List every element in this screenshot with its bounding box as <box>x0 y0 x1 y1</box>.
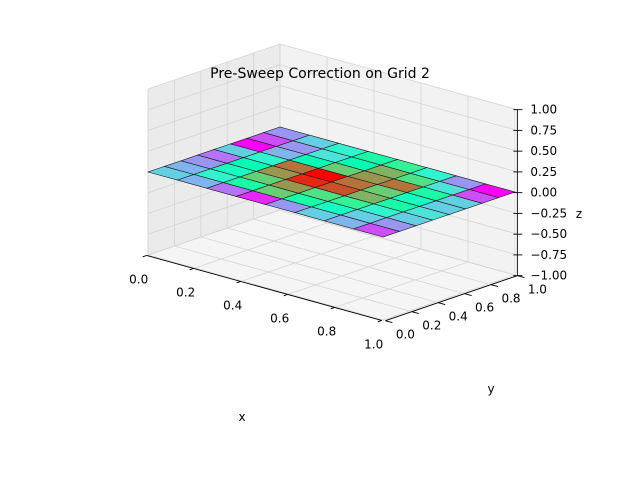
y-tick-label: 0.0 <box>396 328 415 342</box>
chart-title: Pre-Sweep Correction on Grid 2 <box>210 66 430 82</box>
z-tick-label: 0.75 <box>530 123 557 137</box>
y-tick <box>411 311 419 315</box>
z-tick-label: −0.25 <box>530 206 567 220</box>
x-tick <box>330 307 335 310</box>
grid-line-z <box>147 105 516 172</box>
floor-pane <box>148 210 515 320</box>
x-tick-label: 0.2 <box>176 285 195 299</box>
surface <box>146 126 517 238</box>
x-tick <box>377 320 382 323</box>
z-tick-label: −0.75 <box>530 248 567 262</box>
z-tick-label: 1.00 <box>530 103 557 117</box>
z-tick-label: −0.50 <box>530 227 567 241</box>
y-tick <box>464 293 472 297</box>
z-tick-label: 0.00 <box>530 186 557 200</box>
x-tick-label: 0.8 <box>317 324 336 338</box>
y-tick-label: 1.0 <box>528 283 547 297</box>
y-tick-label: 0.4 <box>449 310 468 324</box>
y-tick <box>385 320 393 324</box>
y-tick-label: 0.8 <box>501 292 520 306</box>
x-tick <box>283 294 288 297</box>
x-tick <box>142 255 147 258</box>
x-tick-label: 1.0 <box>364 337 383 351</box>
x-tick <box>236 281 241 284</box>
grid-line-z <box>147 43 516 110</box>
y-axis-label: y <box>487 382 494 396</box>
z-axis-label: z <box>576 207 582 221</box>
surface-cell <box>352 222 401 238</box>
x-tick-label: 0.4 <box>223 298 242 312</box>
grid-line-z <box>147 64 516 131</box>
x-axis-line <box>146 255 382 321</box>
y-axis-line <box>385 275 518 322</box>
x-tick <box>189 268 194 271</box>
grid-lines <box>147 43 516 321</box>
y-tick <box>490 284 499 288</box>
x-axis-label: x <box>238 410 245 424</box>
y-tick-label: 0.6 <box>475 301 494 315</box>
y-tick <box>438 302 446 306</box>
x-tick-label: 0.0 <box>129 272 148 286</box>
grid-line-z <box>147 85 516 151</box>
grid-line-z <box>147 209 516 276</box>
z-tick-label: 0.50 <box>530 144 557 158</box>
x-tick-label: 0.6 <box>270 311 289 325</box>
z-tick-label: −1.00 <box>530 269 567 283</box>
z-tick-label: 0.25 <box>530 165 557 179</box>
tick-labels: 0.00.20.40.60.81.00.00.20.40.60.81.0−1.0… <box>129 103 567 352</box>
y-tick-label: 0.2 <box>422 319 441 333</box>
